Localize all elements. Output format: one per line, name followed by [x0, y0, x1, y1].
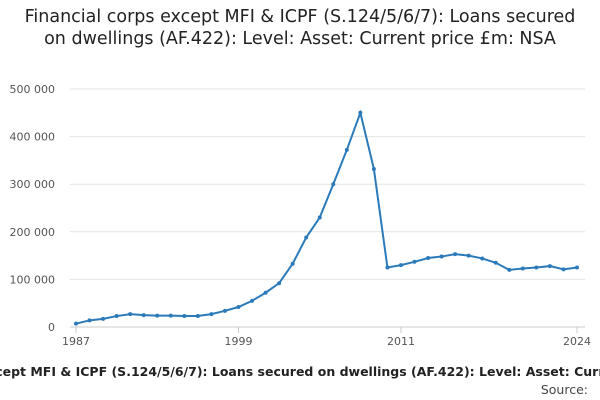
point: [398, 263, 403, 268]
point: [547, 264, 552, 269]
y-tick-label: 300 000: [10, 178, 56, 191]
y-tick-label: 0: [48, 321, 55, 334]
point: [195, 314, 200, 319]
point: [412, 259, 417, 264]
point: [182, 314, 187, 319]
point: [466, 253, 471, 258]
point: [371, 166, 376, 171]
x-tick-label: 2011: [387, 335, 415, 348]
x-tick-label: 1999: [224, 335, 252, 348]
x-tick-label: 2024: [563, 335, 591, 348]
x-tick-label: 1987: [62, 335, 90, 348]
point: [426, 255, 431, 260]
y-tick-label: 500 000: [10, 83, 56, 96]
point: [128, 312, 133, 317]
point: [507, 267, 512, 272]
point: [344, 147, 349, 152]
point: [250, 298, 255, 303]
point: [534, 265, 539, 270]
point: [358, 110, 363, 115]
point: [575, 265, 579, 270]
point: [168, 313, 173, 318]
point: [453, 252, 458, 257]
point: [101, 316, 106, 321]
y-tick-label: 100 000: [10, 273, 56, 286]
point: [520, 266, 525, 271]
point: [439, 254, 444, 259]
point: [141, 313, 146, 318]
point: [114, 314, 119, 319]
y-tick-label: 200 000: [10, 226, 56, 239]
point: [317, 215, 322, 220]
point: [290, 261, 295, 266]
point: [87, 318, 92, 323]
point: [493, 260, 498, 265]
point: [263, 290, 268, 295]
point: [385, 265, 390, 270]
point: [209, 312, 214, 317]
legend-entry: Financial corps except MFI & ICPF (S.124…: [0, 364, 600, 379]
point: [304, 235, 309, 240]
point: [331, 182, 336, 187]
y-tick-label: 400 000: [10, 131, 56, 144]
point: [74, 321, 78, 326]
point: [561, 267, 566, 272]
point: [277, 281, 282, 286]
chart-title: Financial corps except MFI & ICPF (S.124…: [24, 7, 576, 49]
source: Source:: [540, 382, 588, 397]
point: [222, 308, 227, 313]
point: [155, 313, 160, 318]
point: [236, 305, 241, 310]
point: [480, 256, 485, 261]
line: [75, 109, 578, 325]
